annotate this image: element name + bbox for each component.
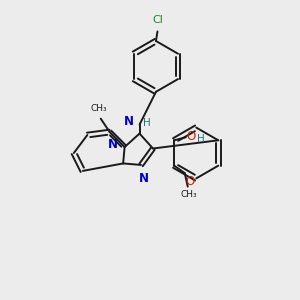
Text: N: N xyxy=(108,138,118,151)
Text: N: N xyxy=(139,172,149,185)
Text: Cl: Cl xyxy=(152,15,163,25)
Text: H: H xyxy=(143,118,151,128)
Text: CH₃: CH₃ xyxy=(181,190,197,199)
Text: CH₃: CH₃ xyxy=(91,104,107,113)
Text: N: N xyxy=(124,115,134,128)
Text: O: O xyxy=(186,130,196,143)
Text: O: O xyxy=(185,175,195,188)
Text: H: H xyxy=(197,134,205,144)
